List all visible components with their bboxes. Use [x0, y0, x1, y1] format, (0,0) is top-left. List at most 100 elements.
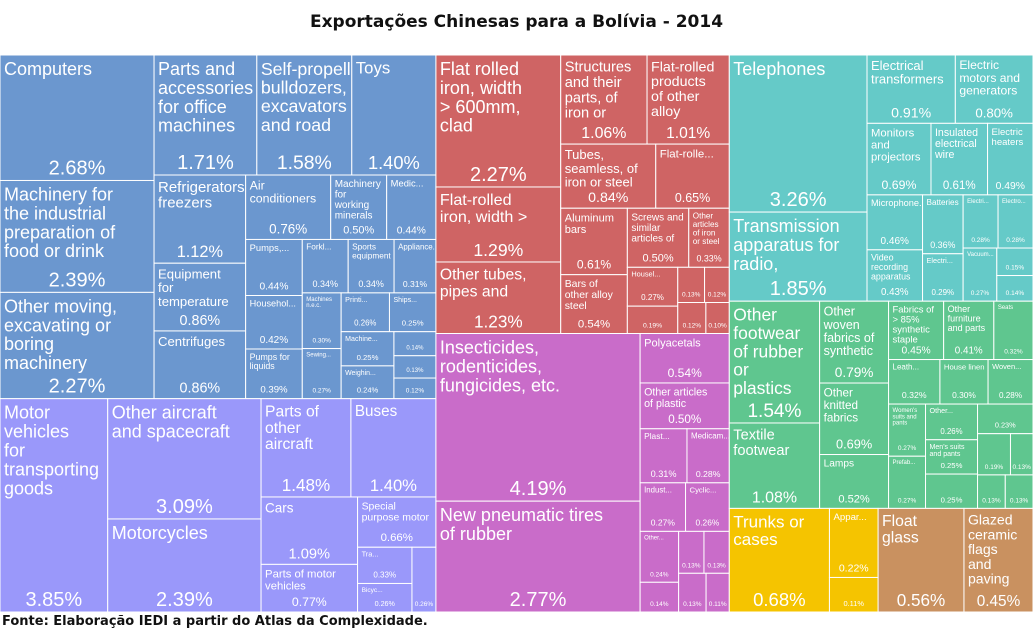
tile-0-13[interactable]: 0.13% [678, 530, 705, 574]
tile-flat-rolle[interactable]: Flat-rolle... 0.65% [655, 143, 730, 209]
tile-other-aircraft-and-spacecraft[interactable]: Other aircraft and spacecraft 3.09% [107, 398, 262, 520]
tile-sports-equipment[interactable]: Sports equipment 0.34% [347, 238, 395, 294]
tile-electri[interactable]: Electri... 0.29% [922, 253, 964, 302]
tile-house-linen[interactable]: House linen 0.30% [939, 359, 989, 405]
tile-other-footwear-of-rubber-or-plastics[interactable]: Other footwear of rubber or plastics 1.54% [728, 300, 821, 424]
tile-housel[interactable]: Housel... 0.27% [626, 266, 679, 307]
tile-monitors-and-projectors[interactable]: Monitors and projectors 0.69% [866, 122, 932, 196]
tile-0-15[interactable]: 0.15% [996, 247, 1033, 277]
tile-other-knitted-fabrics[interactable]: Other knitted fabrics 0.69% [819, 382, 890, 456]
tile-flat-rolled-iron-width-600mm-clad[interactable]: Flat rolled iron, width > 600mm, clad 2.27% [435, 55, 562, 188]
tile-0-13[interactable]: 0.13% [703, 530, 730, 574]
tile-transmission-apparatus-for-radio-telepho[interactable]: Transmission apparatus for radio, 1.85% [728, 211, 868, 302]
tile-ships[interactable]: Ships... 0.25% [388, 292, 437, 333]
tile-0-11[interactable]: 0.11% [705, 572, 730, 612]
tile-0-14[interactable]: 0.14% [639, 581, 680, 612]
tile-0-25[interactable]: 0.25% [925, 473, 979, 509]
tile-other-woven-fabrics-of-synthetic-staple-[interactable]: Other woven fabrics of synthetic 0.79% [819, 300, 890, 384]
tile-0-19[interactable]: 0.19% [977, 433, 1011, 476]
tile-tra[interactable]: Tra... 0.33% [357, 546, 413, 584]
tile-0-13[interactable]: 0.13% [1004, 474, 1033, 509]
tile-medic[interactable]: Medic... 0.44% [386, 174, 437, 240]
tile-machines-n-e-c[interactable]: Machines n.e.c. 0.30% [301, 292, 342, 350]
tile-0-12[interactable]: 0.12% [677, 302, 707, 335]
tile-electric-heaters[interactable]: Electric heaters 0.49% [987, 122, 1033, 196]
tile-pumps[interactable]: Pumps,... 0.44% [245, 238, 303, 297]
tile-centrifuges[interactable]: Centrifuges 0.86% [153, 330, 247, 400]
tile-float-glass[interactable]: Float glass 0.56% [877, 507, 965, 612]
tile-0-10[interactable]: 0.10% [705, 302, 730, 335]
tile-parts-of-motor-vehicles[interactable]: Parts of motor vehicles 0.77% [260, 563, 359, 612]
tile-0-12[interactable]: 0.12% [704, 266, 730, 304]
tile-0-13[interactable]: 0.13% [677, 266, 706, 304]
tile-telephones[interactable]: Telephones 3.26% [728, 55, 868, 213]
tile-women-s-suits-and-pants[interactable]: Women's suits and pants 0.27% [888, 403, 927, 457]
tile-medicam[interactable]: Medicam... 0.28% [686, 428, 730, 484]
tile-electrical-transformers[interactable]: Electrical transformers 0.91% [866, 55, 956, 124]
tile-vacuum[interactable]: Vacuum... 0.27% [962, 247, 998, 302]
tile-0-12[interactable]: 0.12% [393, 377, 437, 400]
tile-leath[interactable]: Leath... 0.32% [888, 359, 941, 405]
tile-appliance[interactable]: Appliance... 0.31% [393, 238, 439, 294]
tile-0-13[interactable]: 0.13% [678, 572, 707, 612]
tile-machinery-for-the-industrial-preparation[interactable]: Machinery for the industrial preparation o… [0, 179, 155, 293]
tile-machinery-for-working-minerals[interactable]: Machinery for working minerals 0.50% [330, 174, 388, 240]
tile-flat-rolled-iron-width-600mm-cold-rolled[interactable]: Flat-rolled iron, width > 1.29% [435, 186, 562, 263]
tile-video-recording-apparatus[interactable]: Video recording apparatus 0.43% [866, 249, 924, 302]
tile-special-purpose-motor-vehicles[interactable]: Special purpose motor 0.66% [357, 496, 437, 548]
tile-refrigerators-freezers[interactable]: Refrigerators, freezers 1.12% [153, 174, 249, 264]
tile-other[interactable]: Other... 0.26% [925, 403, 979, 441]
tile-plast[interactable]: Plast... 0.31% [639, 428, 688, 484]
tile-0-23[interactable]: 0.23% [977, 403, 1033, 435]
tile-computers[interactable]: Computers 2.68% [0, 55, 155, 181]
tile-other-articles-of-iron-or-steel[interactable]: Other articles of iron or steel 0.33% [688, 207, 730, 268]
tile-0-14[interactable]: 0.14% [393, 331, 437, 357]
tile-air-conditioners[interactable]: Air conditioners 0.76% [245, 174, 332, 240]
tile-toys[interactable]: Toys 1.40% [351, 55, 437, 176]
tile-motor-vehicles-for-transporting-goods[interactable]: Motor vehicles for transporting goods 3.85% [0, 398, 109, 612]
tile-screws-and-similar-articles-of-iron-or[interactable]: Screws and similar articles of 0.50% [626, 207, 690, 268]
tile-appar[interactable]: Appar... 0.22% [828, 507, 879, 578]
tile-insulated-electrical-wire[interactable]: Insulated electrical wire 0.61% [930, 122, 989, 196]
tile-0-13[interactable]: 0.13% [977, 474, 1006, 509]
tile-0-13[interactable]: 0.13% [393, 355, 437, 379]
tile-trunks-or-cases[interactable]: Trunks or cases 0.68% [728, 507, 830, 612]
tile-0-11[interactable]: 0.11% [828, 576, 879, 612]
tile-rail[interactable]: 0.26% [411, 546, 437, 612]
tile-machine[interactable]: Machine... 0.25% [340, 331, 395, 367]
tile-microphone[interactable]: Microphone... 0.46% [866, 194, 927, 251]
tile-self-propelled-bulldozers-excavators-and[interactable]: Self-propelled bulldozers, excavators and r… [256, 55, 371, 176]
tile-parts-and-accessories-for-office-machine[interactable]: Parts and accessories for office machines 1.… [153, 55, 258, 176]
tile-other-moving-excavating-or-boring-machin[interactable]: Other moving, excavating or boring machiner… [0, 291, 155, 400]
tile-electro[interactable]: Electro... 0.28% [997, 194, 1033, 249]
tile-sewing[interactable]: Sewing... 0.27% [301, 348, 342, 400]
tile-bicyc[interactable]: Bicyc... 0.26% [357, 582, 413, 612]
tile-seats[interactable]: Seats 0.32% [993, 300, 1033, 361]
tile-equipment-for-temperature-change-of-mate[interactable]: Equipment for temperature 0.86% [153, 262, 247, 332]
tile-buses[interactable]: Buses 1.40% [350, 398, 437, 498]
tile-men-s-suits-and-pants[interactable]: Men's suits and pants 0.25% [925, 439, 979, 475]
tile-polyacetals[interactable]: Polyacetals 0.54% [639, 333, 730, 384]
tile-cars[interactable]: Cars 1.09% [260, 496, 359, 565]
tile-flat-rolled-products-of-other-alloy-stee[interactable]: Flat-rolled products of other alloy 1.01% [646, 55, 730, 145]
tile-prefab[interactable]: Prefab... 0.27% [888, 455, 927, 509]
tile-househol[interactable]: Househol... 0.42% [245, 295, 303, 350]
tile-electric-motors-and-generators[interactable]: Electric motors and generators 0.80% [954, 55, 1033, 124]
tile-weighin[interactable]: Weighin... 0.24% [340, 365, 395, 400]
tile-new-pneumatic-tires-of-rubber[interactable]: New pneumatic tires of rubber 2.77% [435, 500, 641, 612]
tile-0-13[interactable]: 0.13% [1009, 433, 1033, 476]
tile-lamps[interactable]: Lamps 0.52% [819, 454, 890, 509]
tile-other-articles-of-plastic[interactable]: Other articles of plastic 0.50% [639, 382, 730, 430]
tile-woven[interactable]: Woven... 0.28% [987, 359, 1033, 405]
tile-motorcycles[interactable]: Motorcycles 2.39% [107, 518, 262, 612]
tile-pumps-for-liquids[interactable]: Pumps for liquids 0.39% [245, 348, 303, 400]
tile-bars-of-other-alloy-steel[interactable]: Bars of other alloy steel 0.54% [560, 274, 628, 334]
tile-other[interactable]: Other... 0.24% [639, 530, 680, 583]
tile-0-14[interactable]: 0.14% [996, 275, 1033, 302]
tile-batteries[interactable]: Batteries 0.36% [922, 194, 964, 255]
tile-other-tubes-pipes-and-hollow-profiles-of[interactable]: Other tubes, pipes and 1.23% [435, 261, 562, 334]
tile-printi[interactable]: Printi... 0.26% [340, 292, 390, 333]
tile-structures-and-their-parts-of-iron-or-st[interactable]: Structures and their parts, of iron or 1.06% [560, 55, 648, 145]
